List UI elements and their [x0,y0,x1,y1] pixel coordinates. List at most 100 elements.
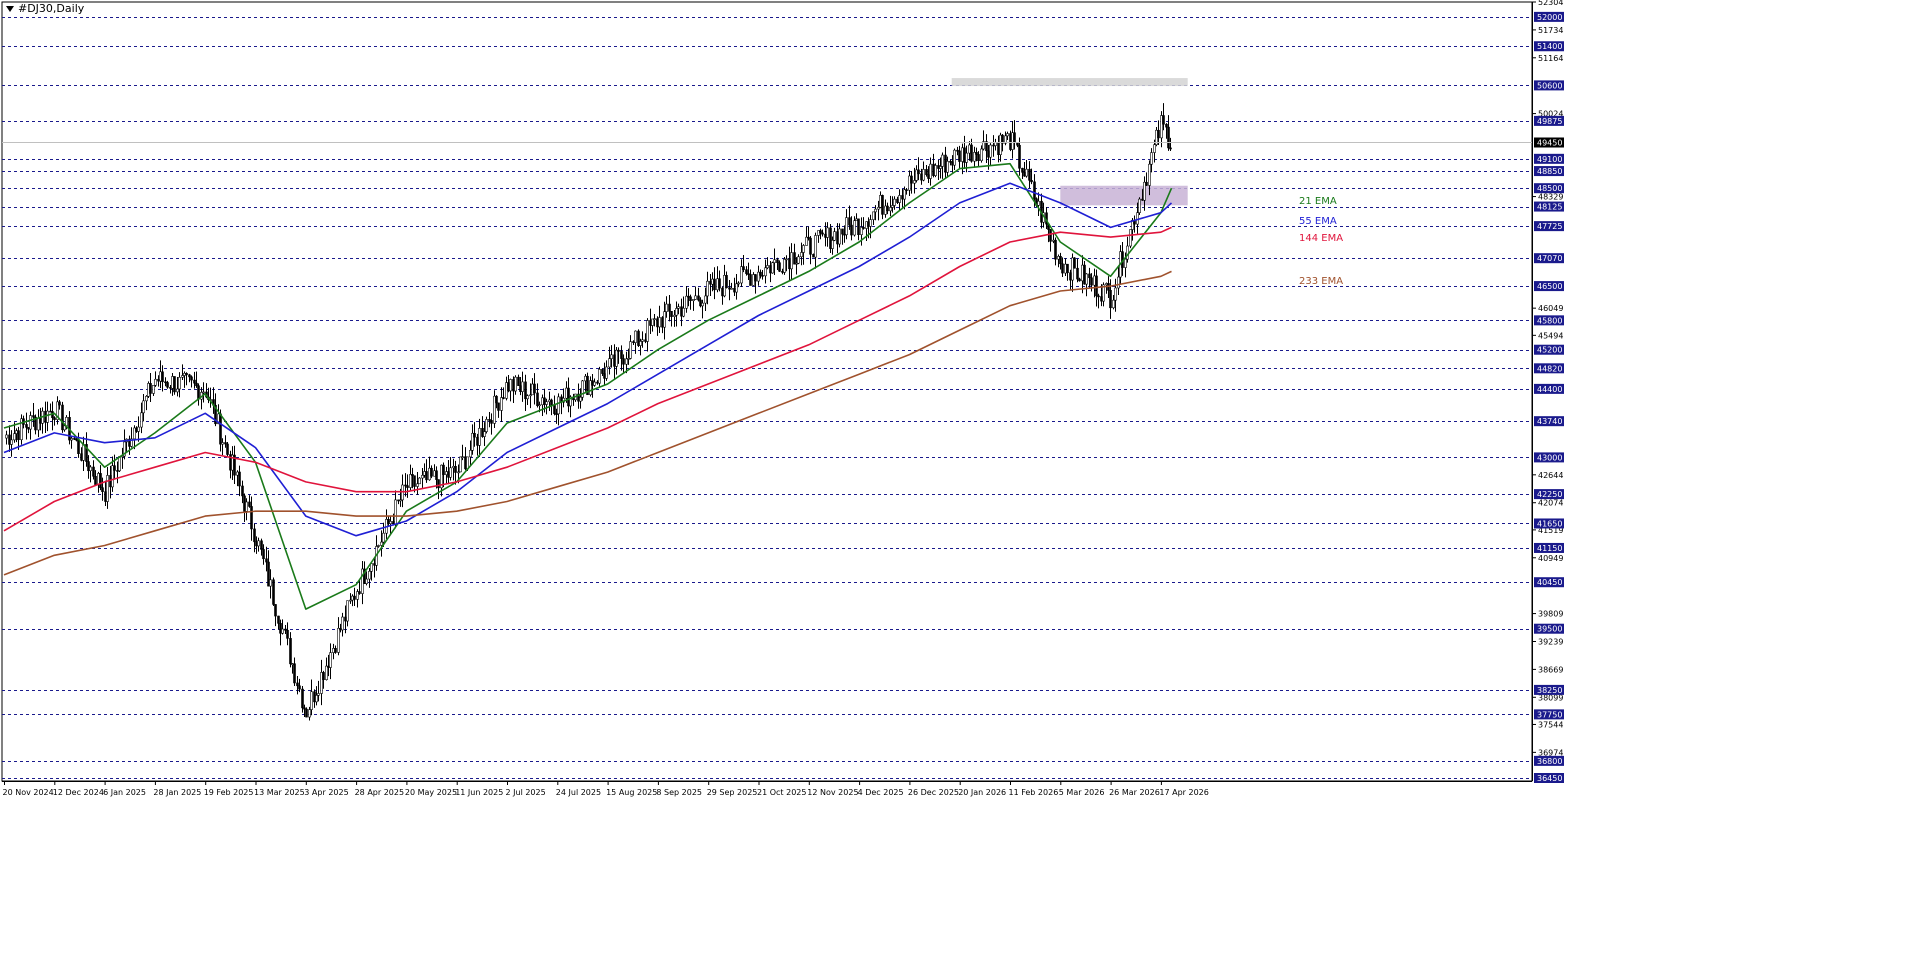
time-tick-label: 21 Oct 2025 [757,788,806,797]
candle-body [857,218,860,236]
candle-body [353,595,356,600]
candle-body [874,208,877,213]
candle-body [802,245,805,253]
level-price-label: 44820 [1537,364,1562,373]
candle-body [1054,239,1057,260]
candle-body [471,432,474,451]
candle-body [181,375,184,378]
candle-body [106,475,109,502]
candle-body [1102,284,1105,302]
price-tick-label: 38669 [1538,665,1563,674]
candle-body [265,558,268,563]
candle-body [838,228,841,245]
candle-body [1109,290,1112,309]
candle-body [1013,132,1016,143]
candle-body [872,211,875,220]
time-tick-label: 26 Mar 2026 [1109,788,1160,797]
candle-body [634,330,637,343]
level-price-tag [1534,623,1564,634]
candle-body [538,404,541,407]
candle-body [889,207,892,212]
candle-body [860,227,863,236]
candle-body [111,465,114,488]
candle-body [850,224,853,236]
candle-body [173,376,176,393]
candle-body [488,419,491,421]
candle-body [493,395,496,424]
candle-body [32,415,35,418]
candle-body [8,434,11,445]
ema-line [3,182,1173,537]
candle-body [289,638,292,665]
candle-body [440,464,443,489]
level-price-label: 41650 [1537,519,1562,528]
candle-body [466,456,469,470]
candle-body [80,453,83,461]
candle-body [665,303,668,312]
candle-body [1165,123,1168,128]
level-price-tag [1534,315,1564,326]
candle-body [1028,168,1031,181]
candle-body [1049,229,1052,242]
chart-menu-triangle-icon[interactable] [6,6,14,12]
level-price-label: 44400 [1537,385,1562,394]
level-price-label: 48850 [1537,167,1562,176]
candle-body [53,417,56,420]
candle-body [226,443,229,455]
candle-body [757,271,760,282]
candle-body [579,396,582,402]
candle-body [605,366,608,379]
candle-body [82,444,85,461]
candle-body [1169,147,1172,150]
level-price-tag [1534,518,1564,529]
price-tick-label: 51164 [1538,54,1563,63]
candle-body [147,383,150,397]
candle-body [917,169,920,175]
candle-body [706,280,709,297]
candle-body [94,475,97,485]
candle-body [989,144,992,158]
candle-body [337,627,340,653]
level-price-tag [1534,11,1564,22]
level-price-tag [1534,115,1564,126]
candle-body [113,465,116,471]
candle-body [495,395,498,404]
candle-body [608,358,611,368]
candle-body [807,236,810,239]
candle-body [214,404,217,425]
time-tick-label: 29 Sep 2025 [707,788,758,797]
candle-body [980,148,983,162]
candle-body [89,466,92,472]
candle-body [140,412,143,428]
candle-body [1023,172,1026,177]
candle-body [545,401,548,405]
candle-body [718,278,721,289]
level-price-tag [1534,221,1564,232]
candle-body [831,239,834,249]
candle-body [454,466,457,473]
candle-body [459,456,462,473]
candle-body [157,378,160,382]
time-tick-label: 2 Jul 2025 [506,788,546,797]
candle-body [497,402,500,411]
candle-body [958,150,961,162]
candle-body [970,144,973,162]
candle-body [543,397,546,405]
candle-body [73,438,76,440]
candle-body [1016,142,1019,146]
candle-body [101,487,104,492]
candle-body [615,349,618,367]
price-tick-label: 46049 [1538,304,1563,313]
candle-body [349,599,352,602]
candle-body [877,207,880,210]
candle-body [1157,129,1160,139]
candle-body [250,506,253,530]
candle-body [982,141,985,150]
candle-body [161,371,164,383]
candle-body [1061,263,1064,274]
level-price-label: 38250 [1537,686,1562,695]
candle-body [670,311,673,317]
candle-body [557,396,560,415]
candle-body [891,205,894,208]
